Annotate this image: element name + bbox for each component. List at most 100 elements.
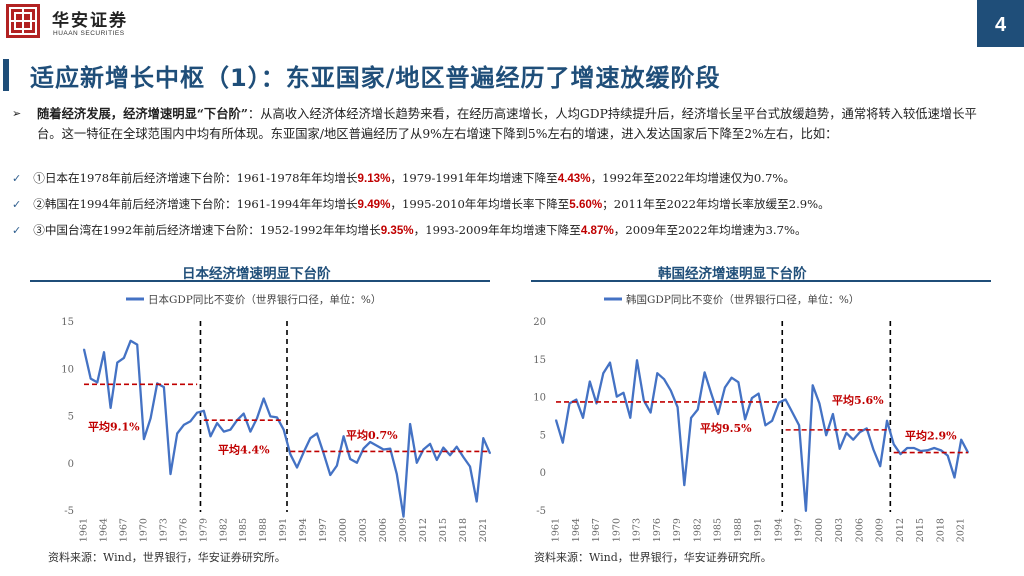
- data-point: [356, 461, 358, 464]
- data-point: [832, 413, 834, 415]
- data-point: [724, 386, 726, 389]
- y-tick-label: 15: [61, 317, 74, 328]
- x-tick-label: 2015: [915, 518, 926, 542]
- gdp-growth-line: [554, 359, 970, 512]
- data-point: [730, 376, 733, 379]
- data-point: [717, 413, 719, 415]
- data-point: [764, 424, 767, 427]
- bullet-text: ，1993-2009年年均增速下降至: [413, 223, 581, 237]
- data-point: [568, 402, 571, 405]
- data-point: [455, 445, 458, 448]
- data-point: [913, 447, 915, 449]
- x-tick-label: 2000: [338, 518, 349, 542]
- data-point: [690, 416, 692, 419]
- highlight-value: 4.87%: [580, 224, 614, 237]
- data-point: [744, 418, 746, 421]
- data-point: [163, 386, 165, 388]
- data-point: [242, 412, 245, 415]
- x-tick-label: 1976: [178, 518, 189, 542]
- check-icon: ✓: [12, 172, 22, 185]
- source-note-korea: 资料来源：Wind，世界银行，华安证券研究所。: [534, 551, 772, 564]
- page-number: 4: [977, 0, 1024, 47]
- data-point: [143, 438, 145, 440]
- data-point: [389, 447, 391, 450]
- data-point: [415, 461, 418, 464]
- data-point: [282, 428, 285, 431]
- data-point: [482, 437, 485, 439]
- data-point: [322, 452, 325, 455]
- highlight-value: 9.35%: [380, 224, 414, 237]
- data-point: [595, 402, 598, 405]
- data-point: [442, 446, 445, 449]
- x-tick-label: 2006: [854, 518, 865, 542]
- highlight-value: 5.60%: [569, 198, 603, 211]
- bullet-text: ①日本在1978年前后经济增速下台阶：1961-1978年年均增长: [33, 171, 358, 185]
- chart-korea: 韩国GDP同比不变价（世界银行口径，单位：%） -5 0 5 10 15 20 1961 196…: [533, 293, 970, 542]
- data-point: [176, 432, 178, 435]
- y-tick-label: 5: [540, 430, 546, 441]
- data-point: [189, 420, 192, 422]
- intro-text: ：从高收入经济体经济增长趋势来看，在经历高速增长，人均GDP持续提升后，经济增长…: [37, 107, 977, 141]
- data-point: [805, 509, 807, 512]
- data-point: [561, 441, 564, 444]
- x-tick-label: 2012: [418, 518, 429, 542]
- data-point: [953, 476, 956, 479]
- x-tick-label: 1991: [278, 518, 289, 542]
- data-point: [771, 419, 773, 422]
- data-point: [209, 435, 212, 438]
- data-point: [811, 384, 814, 387]
- chart-title-rule-japan: [30, 280, 490, 282]
- check-icon: ✓: [12, 224, 22, 237]
- data-point: [663, 378, 665, 381]
- data-point: [838, 447, 841, 450]
- data-point: [409, 423, 411, 425]
- data-point: [376, 444, 378, 447]
- data-point: [751, 397, 753, 399]
- arrow-bullet-icon: ➢: [12, 107, 22, 120]
- data-point: [435, 459, 438, 461]
- x-tick-label: 1970: [611, 518, 622, 542]
- data-point: [469, 465, 471, 468]
- bullet-text: ，1979-1991年年均增速下降至: [390, 171, 558, 185]
- x-tick-label: 1982: [692, 518, 703, 542]
- data-point: [588, 380, 591, 383]
- y-tick-label: 10: [533, 393, 546, 404]
- data-point: [183, 424, 185, 426]
- data-point: [123, 357, 125, 359]
- data-point: [336, 464, 338, 467]
- bullet-item: ✓ ②韩国在1994年前后经济增速下台阶：1961-1994年年均增长9.49%，…: [12, 196, 830, 212]
- data-point: [369, 441, 371, 443]
- bullet-text: ，1995-2010年年均增长率下降至: [390, 197, 570, 211]
- data-point: [103, 351, 105, 353]
- data-point: [886, 419, 888, 422]
- data-point: [615, 395, 618, 398]
- data-point: [946, 454, 949, 457]
- data-point: [83, 348, 85, 351]
- data-point: [296, 466, 298, 469]
- x-tick-label: 2021: [956, 518, 967, 542]
- data-point: [899, 453, 902, 455]
- data-point: [825, 434, 827, 436]
- data-point: [609, 361, 611, 364]
- brand-name: 华安证券: [52, 11, 128, 31]
- data-point: [859, 431, 861, 433]
- data-point: [670, 389, 672, 392]
- data-point: [852, 438, 854, 441]
- data-point: [169, 473, 172, 475]
- data-point: [818, 402, 821, 405]
- data-point: [136, 343, 139, 346]
- data-point: [449, 454, 451, 456]
- chart-title-rule-korea: [531, 280, 991, 282]
- data-point: [710, 392, 713, 395]
- x-tick-label: 1985: [713, 518, 724, 542]
- data-point: [791, 411, 794, 414]
- data-point: [919, 450, 922, 452]
- data-point: [462, 456, 465, 458]
- brand-name-en: HUAAN SECURITIES: [53, 30, 125, 37]
- x-tick-label: 1961: [551, 518, 562, 542]
- x-tick-label: 1985: [238, 518, 249, 542]
- brand-logo-icon: [6, 4, 40, 38]
- data-point: [96, 381, 99, 384]
- x-tick-label: 1967: [118, 518, 129, 542]
- data-point: [329, 474, 332, 476]
